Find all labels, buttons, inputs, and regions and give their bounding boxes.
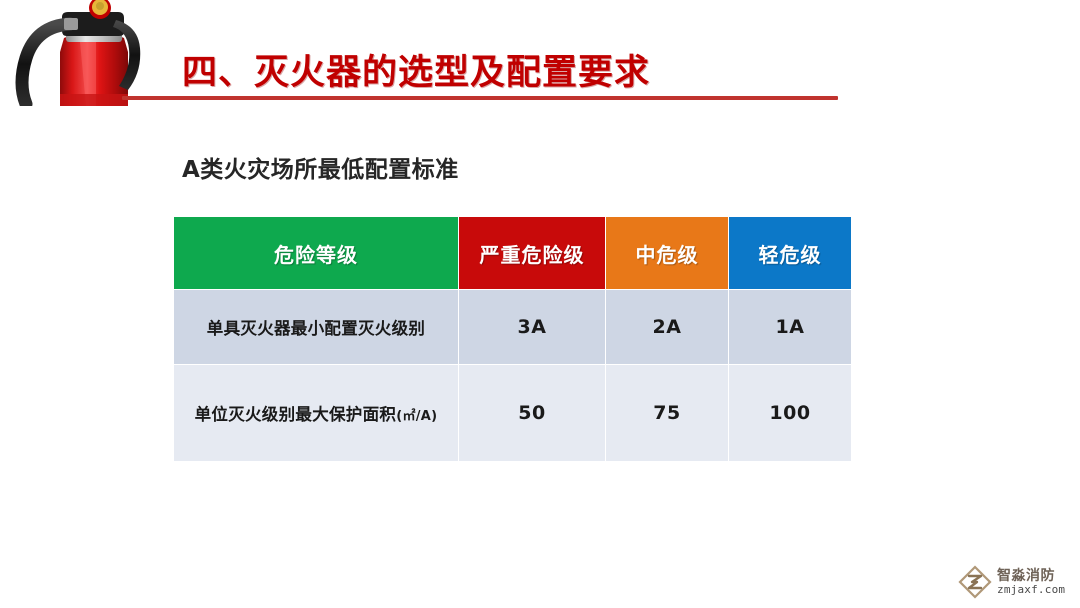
section-subtitle: A类火灾场所最低配置标准 bbox=[182, 157, 459, 183]
column-header-light: 轻危级 bbox=[728, 216, 852, 290]
page-title: 四、灭火器的选型及配置要求 bbox=[182, 53, 651, 93]
table-row: 单具灭火器最小配置灭火级别 3A 2A 1A bbox=[173, 289, 852, 365]
table-header: 危险等级 严重危险级 中危级 轻危级 bbox=[173, 216, 852, 290]
zmjaxf-diamond-logo-icon bbox=[958, 565, 992, 599]
table-header-row: 危险等级 严重危险级 中危级 轻危级 bbox=[173, 216, 852, 290]
cell-min-rating-medium: 2A bbox=[605, 289, 729, 365]
row-label-max-area-text: 单位灭火级别最大保护面积 bbox=[194, 405, 397, 424]
cell-min-rating-severe: 3A bbox=[458, 289, 606, 365]
watermark-name: 智淼消防 bbox=[997, 567, 1055, 584]
row-label-min-rating: 单具灭火器最小配置灭火级别 bbox=[173, 289, 459, 365]
table-body: 单具灭火器最小配置灭火级别 3A 2A 1A 单位灭火级别最大保护面积(㎡/A)… bbox=[173, 289, 852, 462]
cell-max-area-medium: 75 bbox=[605, 364, 729, 462]
watermark-text: 智淼消防 zmjaxf.com bbox=[997, 569, 1065, 595]
watermark-url: zmjaxf.com bbox=[997, 582, 1066, 596]
title-row: 四、灭火器的选型及配置要求 bbox=[0, 44, 1080, 94]
cell-min-rating-light: 1A bbox=[728, 289, 852, 365]
row-label-max-area-unit: (㎡/A) bbox=[396, 409, 438, 424]
watermark: 智淼消防 zmjaxf.com bbox=[958, 560, 1074, 604]
cell-max-area-light: 100 bbox=[728, 364, 852, 462]
row-label-max-area: 单位灭火级别最大保护面积(㎡/A) bbox=[173, 364, 459, 462]
configuration-table-wrapper: 危险等级 严重危险级 中危级 轻危级 单具灭火器最小配置灭火级别 3A 2A 1… bbox=[173, 216, 852, 462]
fire-extinguisher-icon bbox=[8, 0, 178, 111]
cell-max-area-severe: 50 bbox=[458, 364, 606, 462]
table-row: 单位灭火级别最大保护面积(㎡/A) 50 75 100 bbox=[173, 364, 852, 462]
title-underline-rule bbox=[122, 96, 838, 100]
configuration-table: 危险等级 严重危险级 中危级 轻危级 单具灭火器最小配置灭火级别 3A 2A 1… bbox=[173, 216, 852, 462]
column-header-medium: 中危级 bbox=[605, 216, 729, 290]
column-header-severe: 严重危险级 bbox=[458, 216, 606, 290]
column-header-hazard-level: 危险等级 bbox=[173, 216, 459, 290]
